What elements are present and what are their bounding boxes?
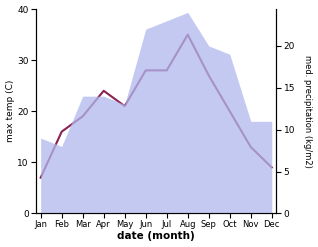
Y-axis label: max temp (C): max temp (C) bbox=[5, 80, 15, 143]
Y-axis label: med. precipitation (kg/m2): med. precipitation (kg/m2) bbox=[303, 55, 313, 168]
X-axis label: date (month): date (month) bbox=[117, 231, 195, 242]
